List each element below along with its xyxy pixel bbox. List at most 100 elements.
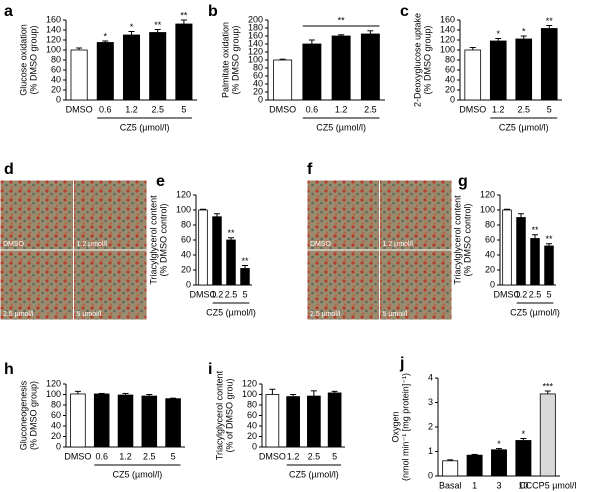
y-tick-label: 180 [248, 22, 263, 32]
x-tick-label: DMSO [259, 451, 286, 461]
micrograph [307, 180, 379, 250]
group-label: CZ5 (µmol/l) [499, 122, 549, 132]
bar [198, 209, 208, 286]
y-tick-label: 80 [485, 219, 495, 229]
significance: ** [227, 228, 235, 238]
y-tick-label: 120 [242, 378, 257, 388]
group-label: CZ5 (µmol/l) [316, 122, 366, 132]
bar [516, 217, 526, 286]
y-tick-label: 80 [51, 54, 61, 64]
y-tick-label: 20 [445, 84, 455, 94]
bar [93, 393, 110, 448]
x-tick-label: 10 [518, 480, 528, 490]
y-tick-label: 4 [428, 372, 433, 382]
y-tick-label: 40 [51, 74, 61, 84]
bar [466, 454, 483, 477]
panel-letter: j [399, 355, 404, 372]
y-tick-label: 0 [450, 94, 455, 104]
y-axis-label: Triacylglycerol content [214, 370, 224, 460]
x-tick-label: 1.2 [287, 451, 300, 461]
y-tick-label: 40 [247, 420, 257, 430]
y-tick-label: 0 [258, 94, 263, 104]
micrograph [74, 180, 147, 250]
y-tick-label: 0 [490, 279, 495, 289]
bar [544, 245, 554, 286]
x-tick-label: 5 [546, 289, 551, 299]
y-tick-label: 60 [253, 70, 263, 80]
significance: ** [180, 10, 188, 20]
bar [212, 216, 222, 286]
image-label: 1.2 µmol/l [383, 241, 414, 248]
bar [240, 268, 250, 286]
x-tick-label: 5 [547, 104, 552, 114]
y-tick-label: 0 [56, 441, 61, 451]
significance: ** [531, 225, 539, 235]
x-tick-label: 1.2 [211, 289, 224, 299]
y-tick-label: 140 [440, 24, 455, 34]
y-axis-label: Gluconeogenesis [18, 380, 28, 450]
significance: * [104, 31, 108, 41]
y-tick-label: 100 [242, 389, 257, 399]
x-tick-label: 1.2 [119, 451, 132, 461]
bar [117, 394, 134, 448]
bar [175, 23, 193, 101]
bar [302, 43, 322, 101]
x-tick-label: 2.5 [151, 104, 164, 114]
y-tick-label: 120 [248, 46, 263, 56]
y-tick-label: 40 [445, 74, 455, 84]
x-tick-label: 2.5 [143, 451, 156, 461]
bar [265, 394, 280, 448]
y-tick-label: 120 [440, 34, 455, 44]
x-tick-label: DMSO [459, 104, 486, 114]
micrograph [74, 250, 147, 320]
bar [502, 209, 512, 286]
bar [70, 49, 88, 101]
x-tick-label: DMSO [64, 451, 91, 461]
y-tick-label: 40 [51, 420, 61, 430]
image-label: 5 µmol/l [383, 311, 408, 318]
image-label: DMSO [310, 241, 332, 248]
group-label: CZ5 (µmol/l) [289, 469, 339, 479]
x-tick-label: 2.5 [308, 451, 321, 461]
x-tick-label: 2.5 [517, 104, 530, 114]
y-tick-label: 80 [51, 399, 61, 409]
image-label: 5 µmol/l [77, 311, 102, 318]
bar [286, 396, 300, 448]
bar [165, 398, 181, 448]
bar [149, 32, 167, 101]
x-tick-label: DMSO [494, 289, 521, 299]
bar [515, 38, 533, 101]
y-tick-label: 80 [253, 62, 263, 72]
image-label: 1.2 µmol/l [77, 241, 108, 248]
bar [530, 238, 540, 286]
y-axis-label: Palmitate oxidation [220, 22, 230, 98]
y-tick-label: 60 [51, 410, 61, 420]
y-tick-label: 60 [247, 410, 257, 420]
y-tick-label: 100 [46, 389, 61, 399]
y-tick-label: 140 [46, 24, 61, 34]
panel-letter: d [4, 161, 14, 178]
y-tick-label: 2 [428, 421, 433, 431]
x-tick-label: 3 [496, 480, 501, 490]
y-tick-label: 60 [181, 234, 191, 244]
x-tick-label: 5 [242, 289, 247, 299]
y-tick-label: 0 [56, 94, 61, 104]
y-tick-label: 0 [428, 470, 433, 480]
x-tick-label: 0.6 [95, 451, 108, 461]
y-tick-label: 20 [247, 431, 257, 441]
y-axis-label: Triacylglycerol content [148, 195, 158, 285]
group-label: CZ5 (µmol/l) [113, 469, 163, 479]
group-label: CZ5 (µmol/l) [510, 307, 560, 317]
bar [539, 393, 556, 477]
y-tick-label: 3 [428, 397, 433, 407]
x-tick-label: DMSO [66, 104, 93, 114]
y-axis-label: (% DMSO group) [422, 25, 432, 94]
y-axis-label: (% DMSO control) [462, 203, 472, 276]
panel-letter: i [208, 361, 212, 378]
y-axis-label: Oxygen [390, 411, 400, 442]
y-axis-label: (% DMSO group) [28, 25, 38, 94]
bracket-label: ** [338, 15, 346, 25]
significance: ** [154, 20, 162, 30]
y-axis-label: (% DMSO group) [230, 25, 240, 94]
x-tick-label: 5 [332, 451, 337, 461]
